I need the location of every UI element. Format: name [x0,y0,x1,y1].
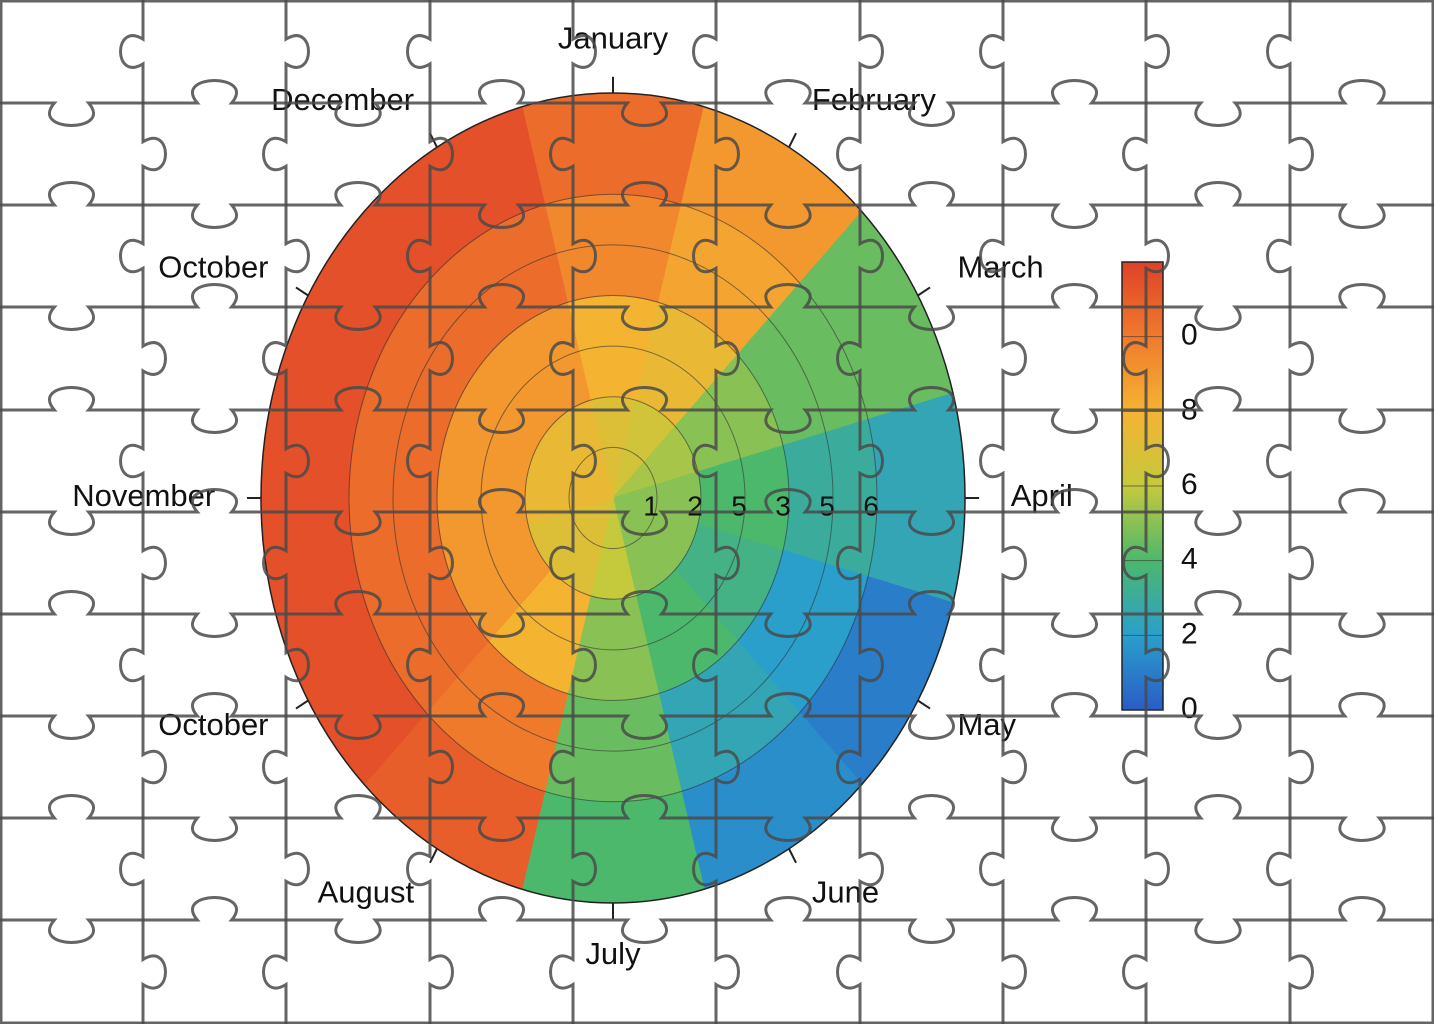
labels: 1 2 5 3 5 6JanuaryFebruaryMarchAprilMayJuneJu… [72,21,1073,971]
r-tick-label: 5 [819,490,835,521]
grid [246,76,980,920]
puzzle-edge [979,0,1027,1024]
month-tick [788,848,797,864]
colorbar-tick-label: 6 [1181,468,1198,501]
colorbar-tick-label: 0 [1181,692,1198,725]
ring-grid [348,193,878,803]
puzzle-edge [549,0,597,1024]
month-tick [917,699,931,710]
r-tick-label: 5 [731,490,747,521]
puzzle-edge [836,0,884,1024]
heat-cell [544,692,682,803]
puzzle-edge [1122,0,1170,1024]
puzzle-edge [692,0,740,1024]
colorbar-tick-label: 2 [1181,617,1198,650]
r-tick-label: 3 [775,490,791,521]
month-label: May [957,707,1016,742]
month-tick [295,286,309,297]
heat-cell [544,193,682,304]
colorbar-tick-label: 4 [1181,543,1198,576]
month-label: August [318,875,415,910]
ring-grid [524,396,702,600]
month-label: March [957,249,1043,284]
r-tick-label: 1 [643,490,659,521]
month-tick [788,132,797,148]
puzzle-edge [119,0,167,1024]
r-tick-label: 6 [863,490,879,521]
month-label: December [271,82,414,117]
ring-grid [392,244,834,752]
month-tick [917,286,931,297]
month-tick [295,699,309,710]
puzzle-edge [406,0,454,1024]
heat-cell [509,790,717,903]
colorbar-tick-label: 0 [1181,319,1198,352]
heat-cell [509,93,717,206]
month-label: April [1011,478,1073,513]
month-label: June [812,875,879,910]
month-label: October [158,707,268,742]
month-label: October [158,249,268,284]
month-tick [429,848,438,864]
puzzle-edge [262,0,310,1024]
r-tick-label: 2 [687,490,703,521]
ring-grid [568,446,658,550]
month-label: February [812,82,937,117]
ring-grid [436,295,790,701]
heat-cell [867,379,965,617]
puzzle-edge [1266,0,1314,1024]
